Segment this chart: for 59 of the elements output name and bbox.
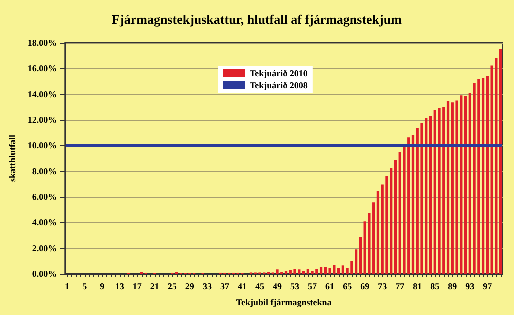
bar <box>473 83 476 274</box>
bar <box>320 267 323 274</box>
bar <box>438 108 441 274</box>
legend-label: Tekjuárið 2010 <box>250 68 308 78</box>
x-axis-title: Tekjubil fjármagnstekna <box>236 298 332 308</box>
bar <box>464 96 468 274</box>
y-tick-label: 4.00% <box>32 218 58 228</box>
x-tick-label: 97 <box>483 282 493 292</box>
x-tick-label: 77 <box>396 282 406 292</box>
y-tick-label: 16.00% <box>28 64 58 74</box>
bar <box>359 237 362 274</box>
bar <box>328 268 332 274</box>
bar <box>412 135 415 274</box>
bar <box>311 271 314 274</box>
y-tick-label: 12.00% <box>28 115 58 125</box>
x-tick-label: 49 <box>273 282 283 292</box>
bar <box>284 271 288 274</box>
x-tick-label: 9 <box>100 282 106 292</box>
bar <box>499 49 502 274</box>
y-tick-label: 18.00% <box>28 38 58 48</box>
chart-title: Fjármagnstekjuskattur, hlutfall af fjármagnstekjum <box>112 12 402 27</box>
bar <box>376 191 380 274</box>
x-tick-label: 5 <box>82 282 88 292</box>
bar <box>394 160 398 274</box>
x-tick-label: 33 <box>202 282 212 292</box>
x-tick-label: 73 <box>378 282 388 292</box>
x-tick-label: 69 <box>360 282 370 292</box>
legend-label: Tekjuárið 2008 <box>250 80 308 90</box>
x-tick-label: 1 <box>65 282 70 292</box>
x-tick-label: 41 <box>238 282 248 292</box>
x-tick-label: 85 <box>430 282 440 292</box>
x-tick-label: 57 <box>308 282 318 292</box>
bar <box>446 101 450 274</box>
y-tick-label: 0.00% <box>32 269 58 279</box>
y-axis-title: skatthlutfall <box>8 134 18 182</box>
y-tick-label: 2.00% <box>32 243 58 254</box>
bar <box>482 78 485 274</box>
x-tick-label: 65 <box>343 282 353 292</box>
x-tick-label: 13 <box>115 282 125 292</box>
x-tick-label: 29 <box>185 282 195 292</box>
x-tick-label: 45 <box>255 282 265 292</box>
x-tick-label: 25 <box>168 282 178 292</box>
y-tick-label: 14.00% <box>28 89 58 100</box>
x-tick-label: 61 <box>326 282 336 292</box>
x-tick-label: 37 <box>220 282 230 292</box>
x-tick-label: 89 <box>448 282 458 292</box>
bar <box>337 268 340 274</box>
y-tick-label: 10.00% <box>28 140 58 151</box>
bar <box>276 270 279 274</box>
x-tick-label: 93 <box>466 282 476 292</box>
bar <box>294 269 296 274</box>
y-tick-label: 6.00% <box>32 192 58 202</box>
bar <box>302 271 306 274</box>
y-tick-label: 8.00% <box>32 166 58 176</box>
x-tick-label: 53 <box>290 282 300 292</box>
x-tick-label: 81 <box>413 282 423 292</box>
x-tick-label: 17 <box>132 282 142 292</box>
bar <box>429 116 432 274</box>
x-tick-label: 21 <box>150 282 160 292</box>
